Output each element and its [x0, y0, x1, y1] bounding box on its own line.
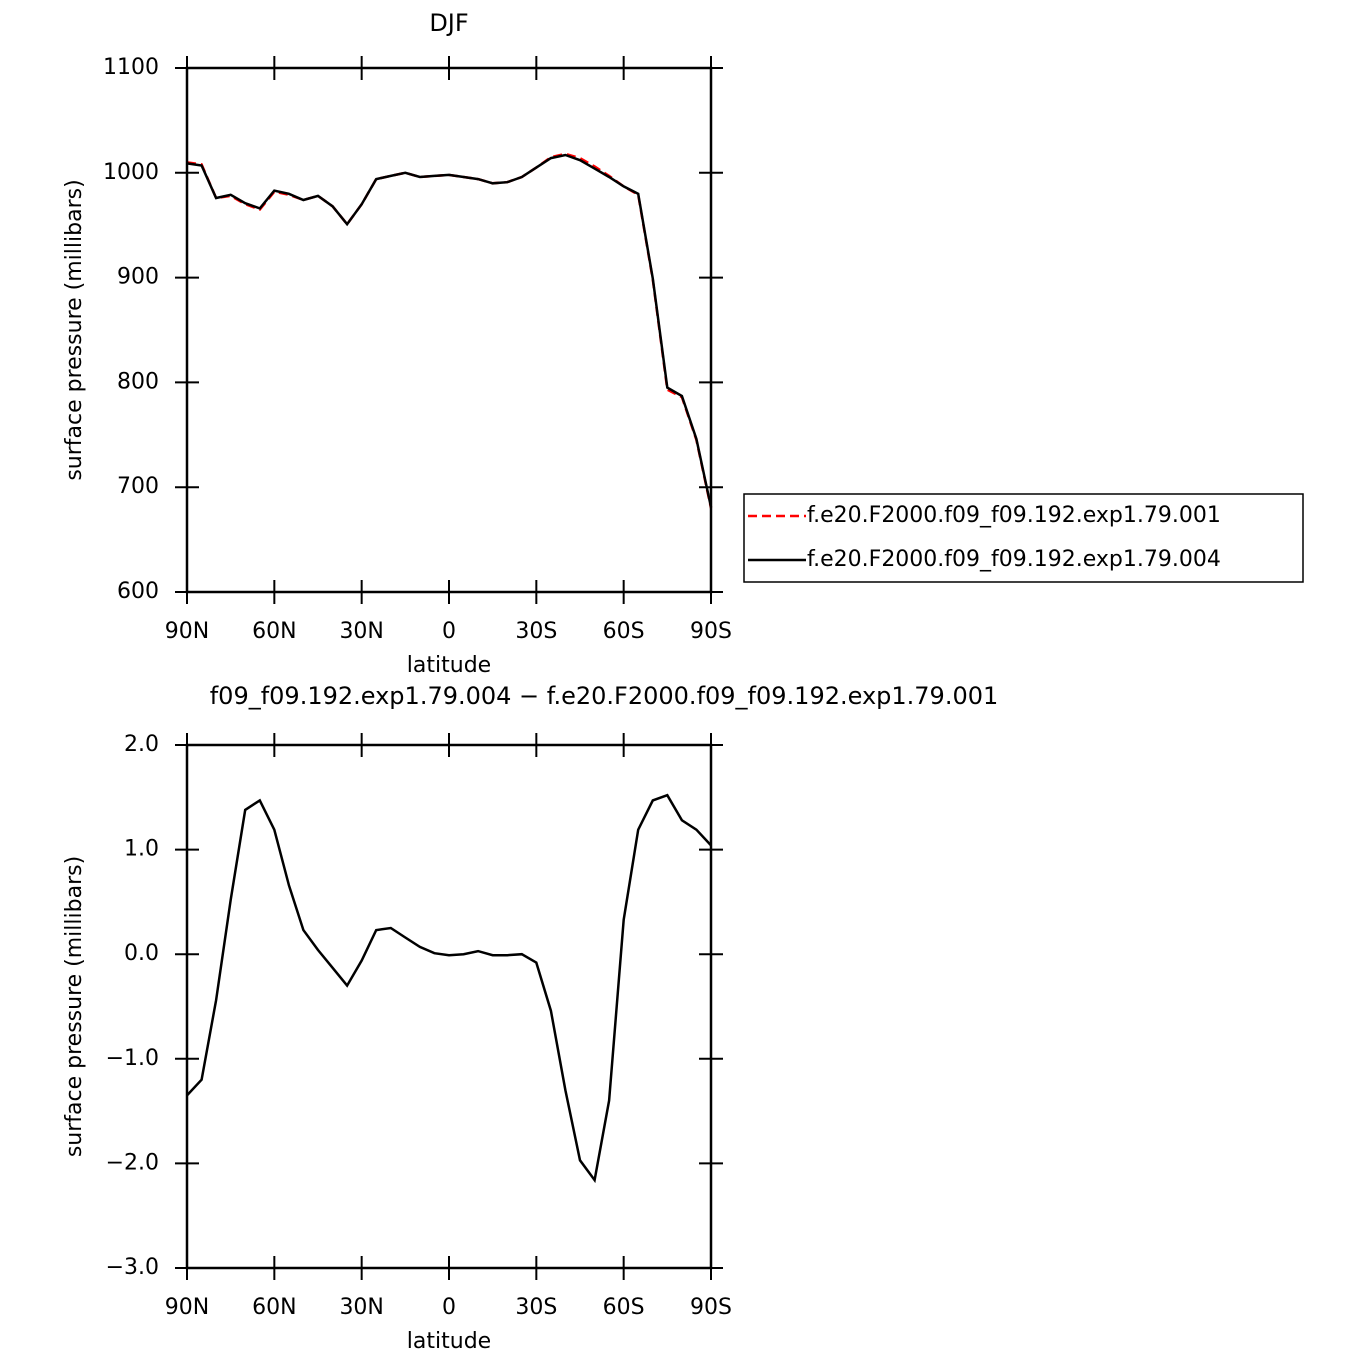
x-tick-label: 30N: [339, 619, 383, 644]
x-tick-label: 30S: [515, 619, 557, 644]
x-tick-label: 90N: [165, 619, 209, 644]
x-tick-label: 30N: [339, 1295, 383, 1320]
legend-label: f.e20.F2000.f09_f09.192.exp1.79.004: [807, 547, 1221, 572]
y-tick-label: 600: [117, 579, 159, 604]
data-line: [186, 153, 713, 508]
y-tick-label: 1.0: [124, 837, 159, 862]
x-tick-label: 90N: [165, 1295, 209, 1320]
y-tick-label: 2.0: [124, 732, 159, 757]
x-tick-label: 90S: [690, 619, 732, 644]
y-tick-label: 700: [117, 474, 159, 499]
y-tick-label: −2.0: [106, 1150, 159, 1175]
x-tick-label: 0: [442, 1295, 456, 1320]
x-tick-label: 60N: [252, 1295, 296, 1320]
x-tick-label: 30S: [515, 1295, 557, 1320]
data-line: [186, 793, 712, 1184]
y-tick-label: 800: [117, 369, 159, 394]
legend-box: [743, 493, 1304, 583]
plot-frame: [185, 66, 713, 594]
x-axis-label: latitude: [407, 1329, 491, 1354]
x-tick-label: 60N: [252, 619, 296, 644]
data-line: [186, 152, 713, 509]
y-tick-label: −1.0: [106, 1046, 159, 1071]
y-tick-label: 0.0: [124, 941, 159, 966]
y-tick-label: 1100: [103, 55, 159, 80]
y-tick-label: −3.0: [106, 1255, 159, 1280]
y-tick-label: 900: [117, 265, 159, 290]
y-tick-label: 1000: [103, 160, 159, 185]
y-axis-label: surface pressure (millibars): [62, 856, 87, 1157]
legend-label: f.e20.F2000.f09_f09.192.exp1.79.001: [807, 503, 1221, 528]
chart-title: DJF: [429, 9, 468, 37]
y-axis-label: surface pressure (millibars): [62, 179, 87, 480]
x-tick-label: 90S: [690, 1295, 732, 1320]
chart-title: f09_f09.192.exp1.79.004 − f.e20.F2000.f0…: [210, 682, 999, 710]
x-tick-label: 60S: [603, 619, 645, 644]
x-tick-label: 60S: [603, 1295, 645, 1320]
x-axis-label: latitude: [407, 653, 491, 678]
x-tick-label: 0: [442, 619, 456, 644]
plot-frame: [185, 743, 713, 1270]
